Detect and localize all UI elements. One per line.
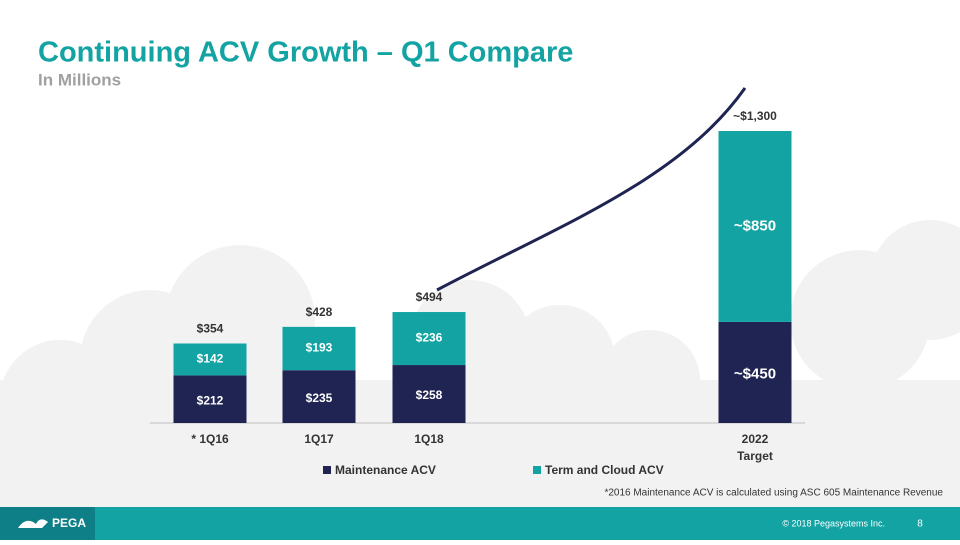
page-number: 8	[917, 519, 923, 530]
value-label: $258	[416, 388, 443, 402]
footnote: *2016 Maintenance ACV is calculated usin…	[604, 488, 943, 499]
value-label: $193	[306, 341, 333, 355]
bar-segment	[392, 365, 466, 423]
bar-segment	[718, 321, 792, 423]
bar-segment	[282, 326, 356, 371]
total-label: $428	[306, 305, 333, 319]
value-label: $142	[197, 352, 224, 366]
chart: $212 $142 $354 * 1Q16 $235 $193 $428 1Q17 $258 $2…	[173, 109, 792, 477]
value-label: $212	[197, 393, 224, 407]
x-tick-label: 1Q17	[304, 432, 334, 446]
cloud-background	[0, 220, 960, 507]
footer-band	[0, 507, 960, 540]
copyright: © 2018 Pegasystems Inc.	[782, 518, 885, 528]
bar-segment	[718, 131, 792, 322]
legend-label: Term and Cloud ACV	[545, 463, 664, 477]
x-tick-label: * 1Q16	[191, 432, 229, 446]
legend-label: Maintenance ACV	[335, 463, 436, 477]
logo-block	[0, 507, 95, 540]
bar-segment	[173, 343, 247, 376]
total-label: ~$1,300	[733, 109, 777, 123]
value-label: $236	[416, 331, 443, 345]
value-label: $235	[306, 391, 333, 405]
x-tick-label: 1Q18	[414, 432, 444, 446]
title: Continuing ACV Growth – Q1 Compare	[38, 37, 573, 69]
total-label: $494	[416, 290, 443, 304]
value-label: ~$850	[734, 217, 776, 234]
growth-curve	[436, 87, 747, 292]
logo-icon	[18, 519, 48, 528]
legend-swatch	[323, 466, 331, 474]
bar-segment	[173, 375, 247, 423]
logo-text: PEGA	[52, 516, 86, 530]
subtitle: In Millions	[38, 70, 121, 89]
x-tick-label: 2022 Target	[737, 432, 773, 463]
total-label: $354	[197, 322, 224, 336]
bar-segment	[282, 370, 356, 423]
value-label: ~$450	[734, 365, 776, 382]
legend-swatch	[533, 466, 541, 474]
bar-segment	[392, 312, 466, 366]
